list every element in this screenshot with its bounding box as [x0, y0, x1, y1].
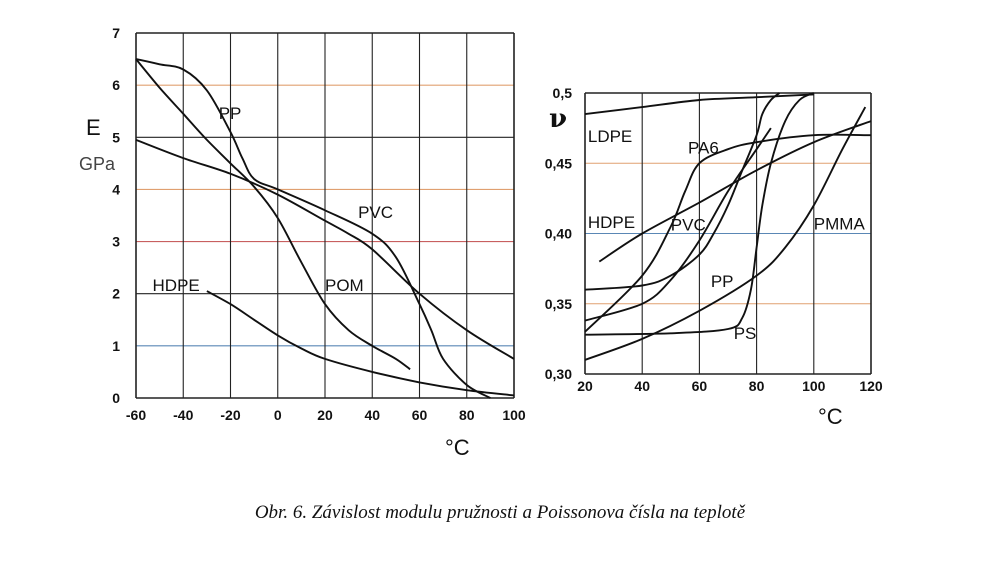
modulus-chart: 0 1 2 3 4 5 6 7 -60 -40 -20 0 20 40 60 80 100 PP PVC POM HDP… — [112, 25, 526, 423]
x-tick-label: 0 — [274, 407, 282, 423]
figure-caption: Obr. 6. Závislost modulu pružnosti a Poi… — [254, 502, 746, 523]
x-tick-label: 100 — [802, 378, 826, 394]
x-tick-label: -60 — [126, 407, 146, 423]
nu-axis-label: ν — [549, 104, 567, 134]
x-axis-label-2: °C — [818, 404, 843, 429]
series-line-pvc — [135, 58, 491, 399]
e-axis-label: E — [86, 115, 101, 140]
series-label-pp: PP — [711, 272, 734, 291]
y-tick-label: 0,30 — [545, 366, 572, 382]
x-tick-label: 20 — [577, 378, 593, 394]
series-label-pvc: PVC — [671, 216, 706, 235]
e-axis-unit: GPa — [79, 154, 116, 174]
series-label-ldpe: LDPE — [588, 127, 632, 146]
y-tick-label: 0,40 — [545, 226, 572, 242]
series-line-pp — [135, 58, 411, 371]
series-label-pom: POM — [325, 276, 364, 295]
y-tick-label: 0,45 — [545, 155, 572, 171]
series-line-pom — [135, 139, 515, 360]
y-tick-label: 7 — [112, 25, 120, 41]
x-tick-label: 60 — [692, 378, 708, 394]
x-axis-label-1: °C — [445, 435, 470, 460]
y-tick-label: 3 — [112, 234, 120, 250]
series-line-hdpe — [598, 120, 872, 263]
series-line-pa6 — [584, 133, 872, 333]
x-tick-label: 80 — [749, 378, 765, 394]
y-tick-label: 1 — [112, 338, 120, 354]
y-tick-label: 2 — [112, 286, 120, 302]
x-tick-label: -40 — [173, 407, 193, 423]
series-line-pvc — [584, 92, 781, 291]
x-tick-label: 60 — [412, 407, 428, 423]
series-label-ps: PS — [734, 324, 757, 343]
figure: 0 1 2 3 4 5 6 7 -60 -40 -20 0 20 40 60 80 100 PP PVC POM HDP… — [79, 25, 883, 460]
series-label-hdpe: HDPE — [153, 276, 200, 295]
series-label-pmma: PMMA — [814, 214, 866, 233]
x-tick-label: 100 — [502, 407, 526, 423]
y-tick-label: 5 — [112, 129, 120, 145]
y-tick-label: 6 — [112, 77, 120, 93]
series-label-pvc: PVC — [358, 203, 393, 222]
x-tick-label: -20 — [220, 407, 240, 423]
series-line-ps — [584, 92, 815, 336]
poisson-chart: 0,30 0,35 0,40 0,45 0,5 20 40 60 80 100 120 LDPE PA6… — [545, 85, 883, 394]
y-tick-label: 0 — [112, 390, 120, 406]
series-label-pa6: PA6 — [688, 138, 719, 157]
series-label-pp: PP — [219, 104, 242, 123]
y-tick-label: 4 — [112, 181, 120, 197]
series-label-hdpe: HDPE — [588, 213, 635, 232]
x-tick-label: 80 — [459, 407, 475, 423]
x-tick-label: 20 — [317, 407, 333, 423]
x-tick-label: 40 — [634, 378, 650, 394]
series-line-pmma — [584, 106, 867, 361]
series-line-pp — [584, 127, 772, 322]
y-tick-label: 0,35 — [545, 296, 572, 312]
x-tick-label: 120 — [859, 378, 883, 394]
y-tick-label: 0,5 — [553, 85, 573, 101]
series-line-hdpe — [206, 290, 515, 397]
x-tick-label: 40 — [364, 407, 380, 423]
